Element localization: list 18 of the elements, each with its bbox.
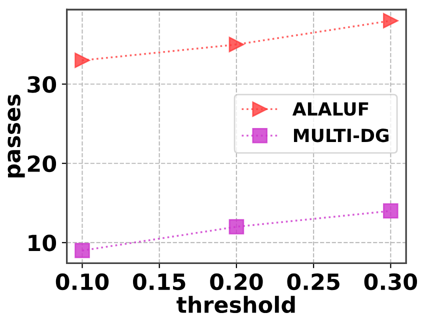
- x-tick-label: 0.25: [287, 273, 340, 290]
- y-tick-label: 10: [28, 234, 56, 252]
- y-tick-label: 30: [28, 76, 56, 93]
- x-tick-label: 0.20: [210, 273, 263, 290]
- point: [383, 13, 398, 28]
- point: [228, 36, 244, 52]
- point: [228, 219, 244, 234]
- point: [383, 203, 398, 219]
- legend-label: MULTI-DG: [294, 128, 388, 142]
- legend-label: ALALUF: [292, 102, 368, 116]
- x-tick-label: 0.30: [364, 273, 418, 290]
- x-axis-title: threshold: [176, 296, 295, 314]
- y-tick-label: 20: [28, 155, 56, 172]
- x-tick-label: 0.15: [133, 273, 186, 290]
- x-tick-label: 0.10: [56, 273, 109, 290]
- y-axis-title: passes: [8, 94, 25, 178]
- point: [74, 242, 90, 258]
- point: [74, 52, 90, 68]
